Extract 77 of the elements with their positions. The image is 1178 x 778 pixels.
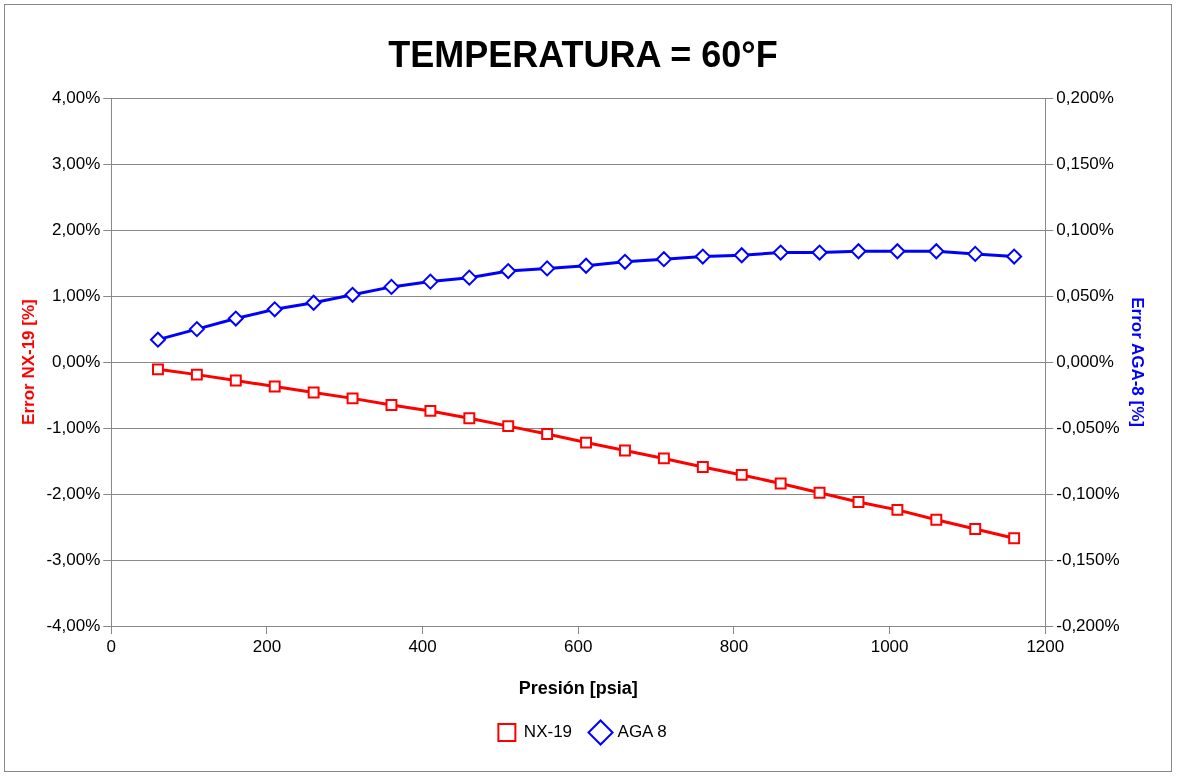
y-tick-label: 4,00%: [52, 87, 101, 107]
y2-tick-label: -0,150%: [1056, 549, 1120, 569]
point: [152, 363, 164, 376]
point: [619, 444, 631, 457]
point: [850, 243, 867, 260]
point: [266, 301, 283, 318]
y2-tick-label: 0,150%: [1056, 153, 1114, 173]
x-tick-label: 800: [719, 636, 749, 656]
point: [149, 331, 166, 348]
x-tick-label: 0: [106, 636, 116, 656]
x-tick-label: 400: [408, 636, 437, 656]
point: [502, 420, 515, 433]
y-tick-label: -1,00%: [46, 417, 101, 437]
legend-label: NX-19: [523, 722, 573, 742]
y2-tick-label: -0,100%: [1056, 483, 1120, 503]
point: [696, 461, 709, 473]
point: [772, 244, 789, 261]
x-tick-label: 600: [564, 636, 593, 656]
y-tick-label: -3,00%: [46, 549, 101, 569]
point: [580, 436, 593, 449]
point: [1008, 532, 1021, 545]
point: [1006, 248, 1023, 265]
point: [307, 386, 320, 399]
y-tick-label: 1,00%: [52, 285, 101, 305]
x-tick-label: 1200: [1026, 636, 1065, 656]
point: [889, 243, 906, 260]
y2-tick-label: 0,200%: [1056, 87, 1114, 107]
y2-axis-title: Error AGA-8 [%]: [1128, 297, 1148, 427]
point: [735, 468, 748, 481]
y2-tick-label: 0,050%: [1056, 285, 1114, 305]
point: [655, 251, 672, 268]
point: [188, 321, 205, 338]
y-tick-label: 3,00%: [52, 153, 101, 173]
point: [891, 503, 904, 516]
legend-label: AGA 8: [617, 722, 667, 742]
point: [424, 404, 437, 417]
point: [969, 523, 982, 535]
y-tick-label: 2,00%: [52, 219, 101, 239]
x-axis-title: Presión [psia]: [518, 678, 638, 699]
x-tick-label: 1000: [870, 636, 909, 656]
point: [774, 477, 787, 490]
point: [616, 253, 633, 270]
point: [229, 374, 242, 387]
point: [344, 286, 361, 303]
point: [967, 245, 984, 262]
point: [539, 260, 556, 277]
y-tick-label: 0,00%: [52, 351, 101, 371]
point: [930, 513, 943, 526]
point: [733, 247, 750, 264]
y-axis-title: Error NX-19 [%]: [18, 299, 38, 425]
point: [385, 399, 398, 411]
point: [500, 263, 517, 280]
point: [346, 392, 359, 405]
point: [811, 244, 828, 261]
x-tick-label: 200: [252, 636, 282, 656]
y2-tick-label: 0,000%: [1056, 351, 1114, 371]
point: [694, 248, 711, 265]
point: [383, 278, 400, 295]
y2-tick-label: -0,050%: [1056, 417, 1120, 437]
point: [461, 269, 478, 286]
point: [541, 428, 554, 440]
point: [422, 273, 439, 290]
point: [578, 257, 595, 274]
point: [268, 380, 281, 393]
y-tick-label: -4,00%: [46, 615, 101, 635]
point: [190, 368, 203, 381]
chart-title: TEMPERATURA = 60°F: [388, 33, 778, 75]
point: [852, 496, 865, 508]
point: [928, 243, 945, 260]
y2-tick-label: 0,100%: [1056, 219, 1114, 239]
point: [305, 294, 322, 311]
point: [227, 310, 244, 327]
point: [657, 452, 670, 465]
point: [463, 412, 476, 425]
y-tick-label: -2,00%: [46, 483, 101, 503]
point: [813, 486, 826, 499]
y2-tick-label: -0,200%: [1056, 615, 1120, 635]
